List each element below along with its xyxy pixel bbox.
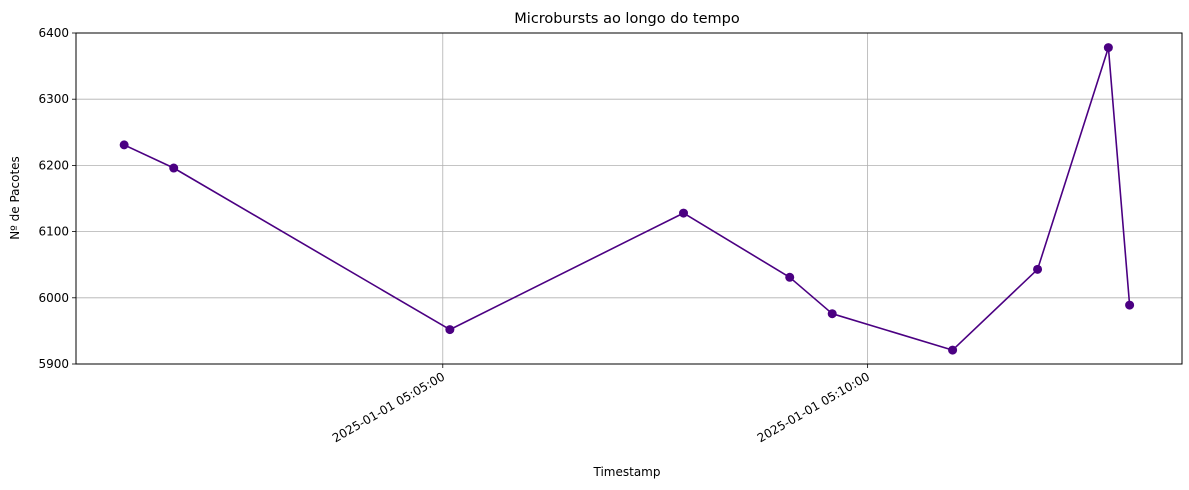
y-tick-label: 6200: [38, 158, 69, 172]
y-tick-label: 6400: [38, 26, 69, 40]
data-point: [948, 345, 958, 355]
grid-lines: [76, 33, 1182, 364]
data-point: [169, 163, 179, 173]
series-group: [119, 43, 1135, 355]
data-point: [1033, 264, 1043, 274]
y-tick-label: 6100: [38, 225, 69, 239]
y-tick-label: 6300: [38, 92, 69, 106]
chart-title: Microbursts ao longo do tempo: [514, 11, 740, 27]
y-axis-title: Nº de Pacotes: [8, 156, 22, 240]
data-point: [679, 208, 689, 218]
data-point: [827, 309, 837, 319]
data-point: [1103, 43, 1113, 53]
y-axis: 5900 6000 6100 6200 6300 6400: [38, 26, 76, 371]
x-axis: 2025-01-01 05:05:00 2025-01-01 05:10:00: [330, 364, 872, 445]
data-point: [785, 272, 795, 282]
y-tick-label: 5900: [38, 357, 69, 371]
x-tick-label: 2025-01-01 05:10:00: [755, 369, 872, 445]
series-line: [123, 46, 1131, 351]
data-point: [1125, 300, 1135, 310]
x-tick-label: 2025-01-01 05:05:00: [330, 369, 447, 445]
data-point: [445, 325, 455, 335]
x-axis-title: Timestamp: [593, 465, 661, 479]
y-tick-label: 6000: [38, 291, 69, 305]
data-point: [119, 140, 129, 150]
plot-frame: [75, 32, 1183, 365]
